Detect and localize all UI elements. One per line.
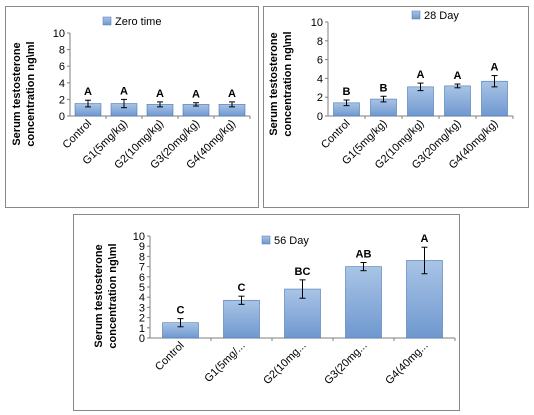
y-tick-label: 0 (139, 333, 145, 345)
y-axis-title-line-1: Serum testosterone (11, 42, 23, 145)
significance-letter: A (491, 62, 499, 74)
significance-letter: A (228, 88, 236, 100)
significance-letter: BC (295, 266, 311, 278)
bar (345, 266, 382, 339)
y-tick-label: 10 (133, 231, 145, 243)
legend: 56 Day (261, 235, 309, 247)
significance-letter: A (84, 86, 92, 98)
significance-letter: A (454, 70, 462, 82)
y-tick-label: 1 (139, 323, 145, 335)
panel-frame-56-day (73, 214, 460, 411)
chart-56-day: Serum testosterone concentration ng\ml 5… (93, 231, 456, 387)
y-tick-label: 2 (317, 92, 323, 104)
x-tick-label: G3(20mg... (322, 340, 369, 387)
y-tick-label: 4 (59, 78, 65, 90)
panel-frame-28-day (263, 6, 529, 208)
legend-label: 28 Day (424, 10, 459, 22)
x-tick-label: G2(10mg... (261, 340, 308, 387)
legend-swatch (411, 10, 421, 20)
y-tick-label: 0 (59, 111, 65, 123)
y-tick-label: 9 (139, 241, 145, 253)
significance-letter: C (238, 282, 246, 294)
legend: 28 Day (411, 10, 459, 22)
y-tick-label: 2 (139, 313, 145, 325)
x-tick-label: Control (153, 340, 187, 374)
significance-letter: A (417, 69, 425, 81)
y-tick-label: 6 (139, 272, 145, 284)
significance-letter: A (192, 89, 200, 101)
y-tick-label: 10 (311, 17, 323, 29)
significance-letter: B (343, 86, 351, 98)
chart-28-day: Serum testosterone concentration ng\ml 2… (268, 10, 514, 172)
y-tick-label: 2 (59, 94, 65, 106)
y-axis-title-line-2: concentration ng\ml (25, 41, 37, 146)
bar (444, 85, 471, 117)
y-tick-label: 6 (317, 55, 323, 67)
legend: Zero time (102, 16, 161, 28)
panel-frame-zero-time (5, 6, 259, 208)
significance-letter: A (120, 85, 128, 97)
y-tick-label: 8 (317, 36, 323, 48)
legend-label: Zero time (115, 16, 161, 28)
y-tick-label: 3 (139, 302, 145, 314)
bar (223, 299, 260, 339)
y-axis-title-line-2: concentration ng\ml (107, 243, 119, 348)
y-axis-title: Serum testosterone concentration ng\ml (93, 243, 119, 348)
y-axis-title-line-1: Serum testosterone (268, 32, 280, 135)
y-tick-label: 8 (139, 251, 145, 263)
y-tick-label: 7 (139, 262, 145, 274)
y-tick-label: 10 (53, 28, 65, 40)
y-tick-label: 0 (317, 111, 323, 123)
y-tick-label: 4 (317, 73, 323, 85)
legend-swatch (261, 235, 271, 245)
significance-letter: A (421, 233, 429, 245)
y-axis-title-line-2: concentration ng\ml (282, 31, 294, 136)
legend-swatch (102, 16, 112, 26)
y-tick-label: 6 (59, 61, 65, 73)
significance-letter: A (156, 88, 164, 100)
significance-letter: B (380, 82, 388, 94)
y-tick-label: 4 (139, 292, 145, 304)
x-tick-label: G4(40mg... (383, 340, 430, 387)
x-tick-label: Control (319, 118, 353, 152)
significance-letter: AB (356, 249, 372, 261)
bar (407, 86, 434, 117)
x-tick-label: Control (61, 118, 95, 152)
y-tick-label: 8 (59, 45, 65, 57)
x-tick-label: G1(5mg/... (202, 340, 247, 385)
y-tick-label: 5 (139, 282, 145, 294)
chart-zero-time: Serum testosterone concentration ng\ml Z… (11, 16, 251, 172)
legend-label: 56 Day (274, 235, 309, 247)
y-axis-title: Serum testosterone concentration ng\ml (268, 31, 294, 136)
significance-letter: C (177, 305, 185, 317)
y-axis-title: Serum testosterone concentration ng\ml (11, 41, 37, 146)
y-axis-title-line-1: Serum testosterone (93, 244, 105, 347)
